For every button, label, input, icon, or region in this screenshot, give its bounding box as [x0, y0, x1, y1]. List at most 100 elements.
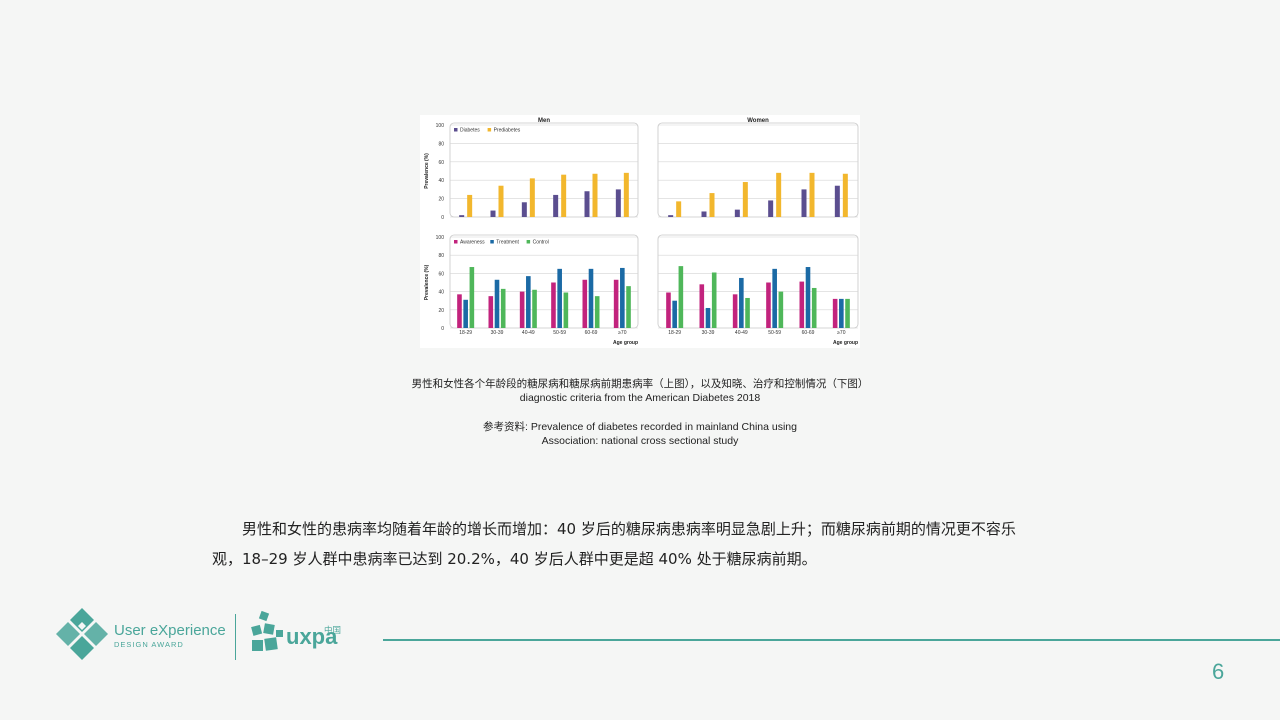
x-tick-label: 60-69: [585, 330, 598, 336]
bar-control: [811, 287, 817, 328]
page-number: 6: [1212, 659, 1225, 684]
x-tick-label: ≥70: [837, 330, 846, 336]
y-tick-label: 20: [438, 197, 444, 203]
x-tick-label: 40-49: [735, 330, 748, 336]
bar-diabetes: [553, 194, 559, 217]
x-tick-label: 50-59: [553, 330, 566, 336]
bar-prediabetes: [467, 194, 473, 217]
x-tick-label: 40-49: [522, 330, 535, 336]
bar-control: [532, 289, 537, 328]
x-tick-label: 50-59: [768, 330, 781, 336]
legend-label: Awareness: [460, 240, 485, 246]
legend-swatch: [526, 240, 531, 244]
bar-control: [778, 291, 784, 328]
legend-label: Treatment: [496, 240, 519, 246]
legend-label: Diabetes: [460, 128, 480, 134]
bar-treatment: [672, 300, 677, 328]
body-paragraph-line-1: 男性和女性的患病率均随着年龄的增长而增加：40 岁后的糖尿病患病率明显急剧上升；…: [242, 520, 1016, 538]
y-tick-label: 20: [438, 308, 444, 314]
bar-treatment: [739, 277, 744, 328]
bar-prediabetes: [623, 172, 629, 217]
legend-swatch: [454, 240, 458, 244]
y-tick-label: 100: [436, 123, 445, 129]
bar-diabetes: [459, 215, 465, 217]
chart-svg: Men Women 0 20 40 60 80 100 Prevalence (%) Diabet…: [424, 118, 859, 346]
bar-awareness: [766, 282, 771, 328]
bar-control: [745, 297, 750, 328]
bar-diabetes: [615, 189, 621, 217]
caption-line-2: diagnostic criteria from the American Di…: [519, 392, 761, 404]
bar-awareness: [732, 294, 738, 328]
uxpa-logo-text: uxpa: [286, 624, 338, 649]
bar-treatment: [772, 268, 777, 328]
plot-frame: [449, 234, 639, 329]
ux-award-logo-icon: [56, 608, 108, 660]
y-axis-label: Prevalence (%): [424, 153, 430, 189]
y-axis-label: Prevalence (%): [424, 264, 430, 300]
bar-diabetes: [490, 210, 496, 217]
x-tick-label: 30-39: [491, 330, 504, 336]
bar-prediabetes: [592, 173, 598, 217]
bar-treatment: [620, 267, 625, 328]
bar-treatment: [588, 268, 594, 328]
bar-awareness: [613, 279, 619, 328]
bar-treatment: [526, 276, 531, 328]
chart-figure: Men Women 0 20 40 60 80 100 Prevalence (%) Diabet…: [420, 115, 860, 348]
bar-prediabetes: [776, 172, 782, 217]
bar-awareness: [666, 292, 671, 328]
bar-diabetes: [701, 211, 707, 217]
caption-line-3: 参考资料: Prevalence of diabetes recorded in…: [482, 421, 797, 433]
bar-prediabetes: [676, 201, 682, 217]
bar-control: [594, 296, 600, 328]
x-tick-label: 18-29: [459, 330, 472, 336]
y-tick-label: 100: [436, 235, 445, 241]
y-tick-label: 80: [438, 141, 444, 147]
y-tick-label: 60: [438, 160, 444, 166]
bar-treatment: [494, 279, 500, 328]
x-axis-label: Age group: [613, 340, 638, 346]
x-tick-label: 30-39: [702, 330, 715, 336]
legend-swatch: [487, 128, 492, 132]
bar-control: [626, 286, 631, 328]
uxpa-logo-cn: 中国: [324, 626, 342, 636]
bar-control: [711, 272, 717, 328]
bar-diabetes: [834, 185, 840, 217]
bar-treatment: [463, 299, 468, 328]
bar-awareness: [488, 296, 494, 328]
x-axis-label: Age group: [833, 340, 858, 346]
footer-rule: [383, 639, 1280, 641]
caption-line-4: Association: national cross sectional st…: [541, 435, 739, 447]
bar-awareness: [582, 279, 588, 328]
bar-prediabetes: [561, 174, 567, 217]
bar-diabetes: [801, 189, 807, 217]
bar-control: [845, 298, 850, 328]
logo1-subtitle: DESIGN AWARD: [114, 640, 184, 649]
plot-frame: [657, 234, 859, 329]
panel-title-men: Men: [538, 118, 550, 124]
bar-awareness: [551, 282, 556, 328]
bar-diabetes: [668, 215, 674, 217]
x-tick-label: 18-29: [668, 330, 681, 336]
caption-line-1: 男性和女性各个年龄段的糖尿病和糖尿病前期患病率（上图），以及知晓、治疗和控制情况…: [411, 378, 869, 390]
bar-treatment: [557, 268, 562, 328]
bar-control: [500, 288, 506, 328]
legend-label: Prediabetes: [494, 128, 521, 134]
bar-prediabetes: [498, 185, 504, 217]
logo1-title: User eXperience: [114, 622, 226, 639]
bar-treatment: [805, 267, 811, 328]
x-tick-label: ≥70: [618, 330, 627, 336]
bar-treatment: [705, 307, 711, 328]
panel-title-women: Women: [747, 118, 769, 124]
bar-prediabetes: [842, 173, 848, 217]
figure-caption: 男性和女性各个年龄段的糖尿病和糖尿病前期患病率（上图），以及知晓、治疗和控制情况…: [340, 377, 940, 405]
plot-frame: [449, 122, 639, 218]
bar-awareness: [799, 281, 805, 328]
bar-prediabetes: [809, 172, 815, 217]
body-paragraph-line-2: 观，18–29 岁人群中患病率已达到 20.2%，40 岁后人群中更是超 40%…: [212, 550, 817, 568]
legend-swatch: [490, 240, 494, 244]
bar-diabetes: [734, 209, 740, 217]
bar-prediabetes: [529, 178, 535, 217]
bar-control: [678, 266, 684, 328]
x-tick-label: 60-69: [802, 330, 815, 336]
uxpa-logo-icon: [251, 610, 283, 651]
